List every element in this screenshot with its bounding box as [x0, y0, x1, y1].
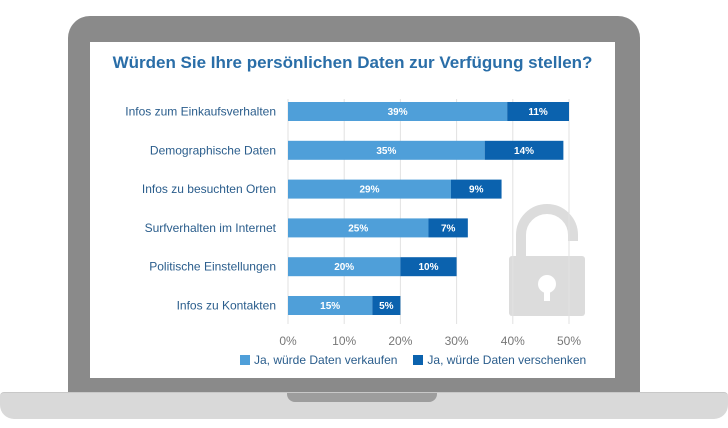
- x-tick-label: 0%: [279, 334, 297, 348]
- laptop-notch: [287, 393, 437, 402]
- open-padlock-icon: [509, 204, 585, 316]
- bar-value-label: 35%: [376, 146, 396, 157]
- category-label: Infos zum Einkaufsverhalten: [125, 105, 276, 119]
- bar-value-label: 29%: [359, 185, 379, 196]
- category-label: Demographische Daten: [150, 143, 276, 157]
- bar-value-label: 39%: [388, 107, 408, 118]
- legend-label-verschenken: Ja, würde Daten verschenken: [427, 353, 587, 367]
- bar-verkaufen: [288, 140, 485, 160]
- bar-verkaufen: [288, 257, 401, 277]
- x-tick-label: 30%: [445, 334, 469, 348]
- legend-item-verschenken: Ja, würde Daten verschenken: [413, 353, 586, 367]
- bar-value-label: 7%: [441, 223, 456, 234]
- category-label: Infos zu besuchten Orten: [142, 182, 276, 196]
- bar-value-label: 10%: [418, 262, 438, 273]
- bar-value-label: 20%: [334, 262, 354, 273]
- bar-value-label: 14%: [514, 146, 534, 157]
- bar-verkaufen: [288, 296, 373, 315]
- bar-verschenken: [450, 179, 502, 199]
- x-tick-label: 50%: [557, 334, 581, 348]
- bar-value-label: 25%: [348, 223, 368, 234]
- x-tick-label: 40%: [501, 334, 525, 348]
- bar-verschenken: [484, 140, 564, 160]
- bar-verschenken: [400, 257, 457, 277]
- x-tick-label: 20%: [388, 334, 412, 348]
- x-tick-label: 10%: [332, 334, 356, 348]
- chart-title: Würden Sie Ihre persönlichen Daten zur V…: [112, 53, 593, 72]
- bar-verschenken: [507, 102, 569, 121]
- category-label: Politische Einstellungen: [149, 260, 276, 274]
- bar-value-label: 11%: [528, 107, 548, 118]
- bar-verschenken: [428, 218, 468, 238]
- legend-swatch-verschenken: [413, 355, 424, 365]
- chart-legend: Ja, würde Daten verkaufen Ja, würde Date…: [240, 353, 602, 367]
- category-label: Surfverhalten im Internet: [145, 221, 277, 235]
- laptop-screen: [90, 42, 615, 378]
- bar-verschenken: [372, 296, 401, 315]
- bar-value-label: 5%: [379, 301, 394, 312]
- category-label: Infos zu Kontakten: [177, 299, 276, 313]
- bar-verkaufen: [288, 218, 429, 238]
- bar-value-label: 15%: [320, 301, 340, 312]
- bar-value-label: 9%: [469, 185, 484, 196]
- legend-item-verkaufen: Ja, würde Daten verkaufen: [240, 353, 397, 367]
- bar-verkaufen: [288, 179, 451, 199]
- bar-verkaufen: [288, 102, 508, 121]
- legend-swatch-verkaufen: [240, 355, 250, 365]
- legend-label-verkaufen: Ja, würde Daten verkaufen: [254, 353, 398, 367]
